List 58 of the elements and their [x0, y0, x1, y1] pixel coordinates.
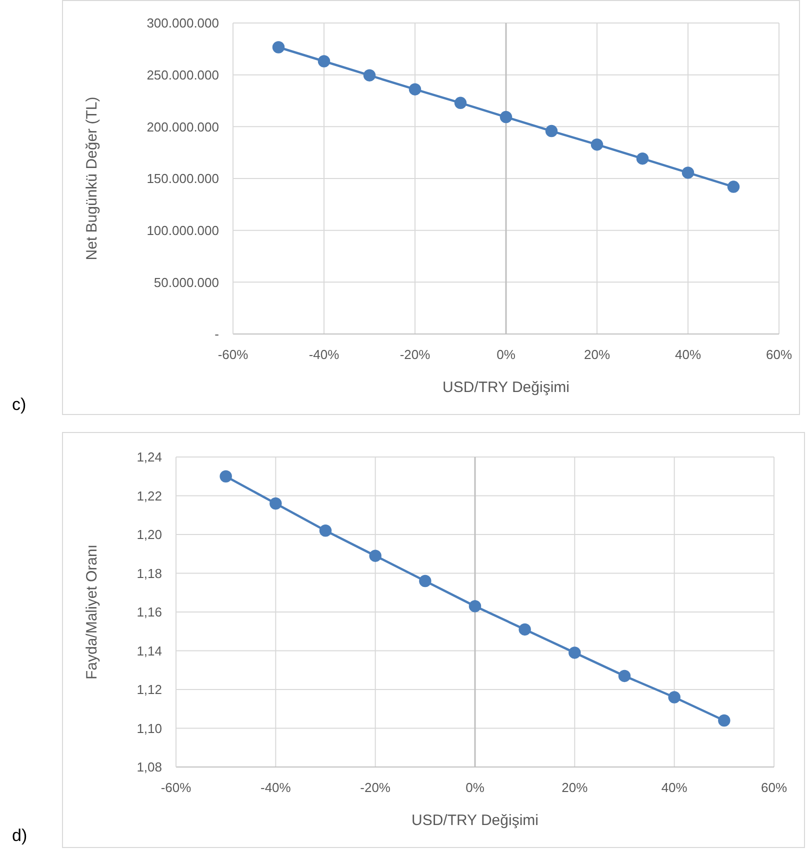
x-tick-label: 20% [562, 780, 588, 796]
point [718, 714, 730, 727]
y-tick-label: 100.000.000 [146, 222, 219, 238]
y-tick-label: 50.000.000 [154, 274, 219, 290]
point [468, 600, 482, 612]
y-tick-label: 1,16 [136, 604, 162, 620]
y-tick-label: 300.000.000 [146, 16, 219, 31]
x-tick-label: 60% [766, 347, 792, 362]
point [668, 691, 680, 704]
y-tick-label: 1,24 [136, 450, 162, 465]
y-tick-label: 1,20 [136, 527, 162, 542]
point [220, 470, 232, 482]
y-tick-label: 1,14 [136, 643, 162, 658]
point [500, 110, 512, 124]
x-tick-label: 20% [584, 347, 610, 362]
point [518, 623, 531, 636]
point [363, 69, 376, 82]
x-tick-label: 60% [760, 780, 788, 796]
x-tick-label: 40% [661, 780, 688, 796]
y-tick-label: 1,12 [136, 682, 162, 698]
x-tick-label: -60% [218, 347, 249, 362]
point [682, 166, 694, 179]
point [419, 574, 432, 588]
point [369, 550, 382, 562]
point [727, 180, 740, 193]
y-tick-label: 1,10 [136, 720, 162, 736]
text: c) [12, 395, 26, 415]
y-tick-label: 200.000.000 [146, 119, 219, 134]
y-tick-label: 1,08 [136, 760, 162, 775]
x-tick-label: -40% [260, 780, 292, 796]
x-tick-label: 40% [674, 347, 702, 362]
y-tick-label: 1,18 [136, 566, 162, 581]
y-axis-title: Fayda/Maliyet Oranı [83, 544, 100, 680]
y-tick-label: - [214, 326, 219, 342]
x-axis-title: USD/TRY Değişimi [412, 812, 538, 829]
x-tick-label: 0% [466, 780, 485, 796]
x-axis-title: USD/TRY Değişimi [442, 379, 570, 396]
y-tick-label: 250.000.000 [146, 67, 219, 82]
point [618, 670, 631, 682]
x-tick-label: -60% [160, 780, 192, 796]
text: d) [12, 826, 28, 846]
point [454, 96, 467, 110]
point [272, 41, 285, 54]
x-tick-label: -20% [360, 780, 391, 796]
x-tick-label: -20% [400, 347, 431, 362]
y-tick-label: 150.000.000 [146, 171, 219, 186]
point [568, 646, 581, 659]
y-tick-label: 1,22 [136, 488, 162, 504]
x-tick-label: 0% [496, 347, 516, 362]
point [636, 152, 649, 165]
point [319, 524, 332, 537]
point [545, 124, 558, 138]
y-axis-title: Net Bugünkü Değer (TL) [83, 96, 100, 260]
point [318, 55, 330, 68]
point [270, 497, 282, 510]
x-tick-label: -40% [308, 347, 340, 362]
point [408, 83, 422, 96]
point [590, 138, 604, 151]
